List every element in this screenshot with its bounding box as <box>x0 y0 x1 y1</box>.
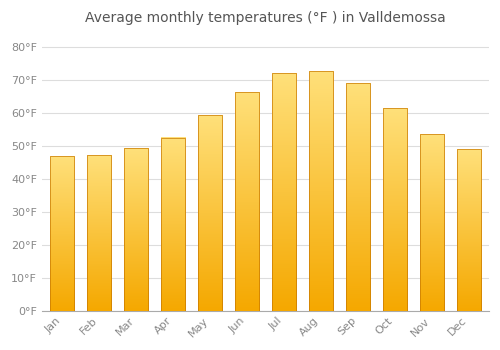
Bar <box>87 155 111 310</box>
Bar <box>272 73 296 310</box>
Bar <box>456 149 480 310</box>
Bar <box>346 83 370 310</box>
Title: Average monthly temperatures (°F ) in Valldemossa: Average monthly temperatures (°F ) in Va… <box>85 11 446 25</box>
Bar <box>198 116 222 310</box>
Bar <box>161 138 185 310</box>
Bar <box>382 108 406 310</box>
Bar <box>235 92 259 310</box>
Bar <box>309 71 333 310</box>
Bar <box>124 148 148 310</box>
Bar <box>50 156 74 310</box>
Bar <box>420 134 444 310</box>
